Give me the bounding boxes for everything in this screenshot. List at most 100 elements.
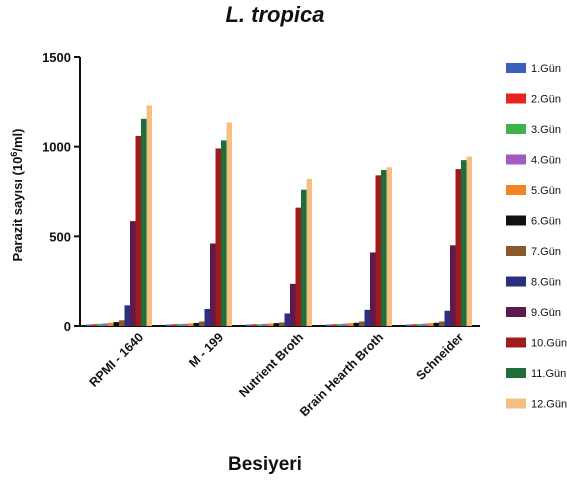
bar [171,324,177,326]
legend-label: 2.Gün [531,94,561,106]
x-axis-title: Besiyeri [228,454,302,475]
bar [417,324,423,326]
bar [461,160,467,326]
bar [273,323,279,326]
legend-swatch [506,215,526,226]
bar [182,323,188,326]
bar [221,140,227,326]
y-axis-title-suffix: /ml) [10,129,25,152]
bar [102,323,108,326]
bar [91,324,97,326]
bar [124,305,130,326]
chart-title: L. tropica [225,2,324,27]
y-axis-title-prefix: Parazit sayısı (10 [10,157,25,262]
legend-label: 1.Gün [531,63,561,75]
bar [406,324,412,326]
bar [246,324,252,326]
x-category-label: Schneider [413,330,466,383]
bar [268,323,274,326]
bar [337,324,343,326]
legend-label: 12.Gün [531,399,567,411]
bar [146,105,152,326]
bar [166,324,172,326]
bar [386,167,392,326]
bar [135,135,141,326]
bar [279,322,285,326]
bar [370,252,376,326]
bar [262,323,268,326]
bar [301,189,307,326]
bar [141,118,147,327]
legend-label: 3.Gün [531,124,561,136]
y-tick-label: 1500 [42,50,71,65]
bar [113,322,119,326]
legend-swatch [506,185,526,195]
legend-label: 5.Gün [531,185,561,197]
bar [199,321,205,326]
bar [204,308,210,326]
legend-swatch [506,307,526,317]
legend-label: 10.Gün [531,338,567,350]
legend-label: 7.Gün [531,246,561,258]
y-tick-label: 0 [64,319,71,334]
y-tick-label: 1000 [42,140,71,155]
bar [193,322,199,326]
legend-label: 9.Gün [531,307,561,319]
x-category-label: Brain Hearth Broth [297,330,386,419]
bar [455,169,461,326]
bar [359,321,365,326]
plot-area: 0 500 1000 1500 RPMI - 1640 M - 199 Nutrient B… [42,50,480,419]
bar [381,169,387,326]
x-category-label: RPMI - 1640 [87,330,147,390]
bar [466,156,472,326]
bar [326,324,332,326]
legend-swatch [506,276,526,287]
legend-swatch [506,368,526,378]
legend-swatch [506,154,526,165]
x-category-label: M - 199 [186,330,226,370]
bar [210,243,216,326]
bar [439,321,445,326]
legend-swatch [506,93,526,104]
bar [226,122,232,326]
legend-swatch [506,246,526,256]
legend-label: 8.Gün [531,277,561,289]
bar [130,221,136,326]
bar [433,322,439,326]
legend-swatch [506,124,526,134]
bar [428,323,434,326]
bar [306,178,312,326]
bar [251,324,257,326]
legend-label: 4.Gün [531,155,561,167]
bar [331,324,337,326]
bar [450,245,456,326]
legend-label: 6.Gün [531,216,561,228]
bar [108,322,114,326]
legend-swatch [506,337,526,348]
bar [215,148,221,326]
y-axis-title: Parazit sayısı (106/ml) [9,129,25,262]
bar [353,322,359,326]
bar [257,324,263,326]
bar [444,310,450,326]
bar [411,324,417,326]
bar [177,324,183,326]
bar [97,323,103,326]
legend-swatch [506,398,526,409]
bar [295,207,301,326]
bar [290,283,296,326]
bar [188,323,194,326]
bar [86,324,92,326]
legend-swatch [506,63,526,73]
bar [284,313,290,326]
y-tick-label: 500 [49,229,71,244]
bar [348,323,354,326]
bar [119,320,125,326]
bar [342,323,348,326]
x-category-label: Nutrient Broth [236,330,306,400]
y-axis-title-sup: 6 [9,152,19,157]
bar [422,323,428,326]
bar [364,309,370,326]
bar [375,175,381,326]
